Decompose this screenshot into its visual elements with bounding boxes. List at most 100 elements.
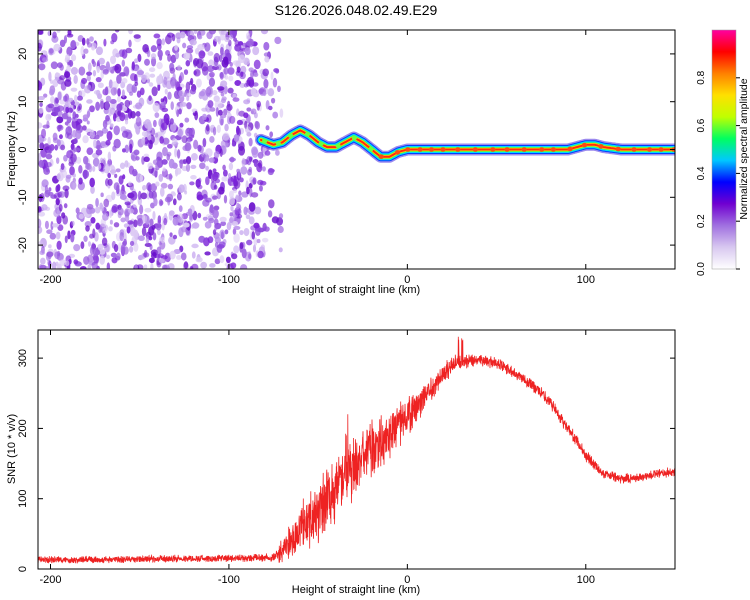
spectrogram-noise-speckle [120, 126, 127, 133]
spectrogram-noise-speckle [212, 209, 219, 219]
spectrogram-noise-speckle [38, 218, 42, 229]
signal-knot [631, 147, 637, 152]
spectrogram-noise-speckle [150, 53, 157, 60]
spectrogram-noise-speckle [252, 244, 257, 253]
spectrogram-noise-speckle [111, 191, 116, 201]
spectrogram-noise-speckle [264, 150, 271, 156]
spectrogram-noise-speckle [220, 30, 228, 36]
colorbar: 0.0 0.2 0.4 0.6 0.8 Normalized spectral ampl… [696, 29, 750, 276]
spectrogram-noise-speckle [218, 186, 225, 195]
signal-knot [567, 146, 573, 152]
spectrogram-ytick-label: -10 [17, 189, 29, 205]
spectrogram-noise-speckle [95, 197, 99, 208]
spectrogram-noise-speckle [66, 46, 73, 57]
spectrogram-noise-speckle [205, 124, 210, 132]
spectrogram-noise-speckle [49, 88, 55, 96]
spectrogram-noise-speckle [209, 71, 215, 78]
spectrogram-noise-speckle [265, 125, 270, 131]
spectrogram-noise-speckle [161, 159, 168, 165]
spectrogram-noise-speckle [270, 97, 276, 104]
spectrogram-noise-speckle [184, 190, 188, 195]
spectrogram-noise-speckle [81, 77, 88, 85]
spectrogram-noise-speckle [243, 112, 249, 119]
spectrogram-noise-speckle [135, 116, 142, 127]
spectrogram-noise-speckle [86, 71, 93, 76]
spectrogram-noise-speckle [61, 212, 66, 219]
spectrogram-noise-speckle [137, 69, 145, 76]
spectrogram-noise-speckle [95, 101, 101, 111]
spectrogram-noise-speckle [158, 258, 165, 264]
signal-knot [378, 154, 384, 159]
spectrogram-noise-speckle [248, 166, 253, 173]
spectrogram-noise-speckle [66, 33, 74, 38]
spectrogram-noise-speckle [105, 95, 112, 103]
signal-knot [455, 147, 461, 152]
spectrogram-noise-speckle [212, 229, 217, 236]
spectrogram-noise-speckle [110, 252, 117, 258]
colorbar-tick-label: 0.6 [696, 118, 707, 132]
spectrogram-noise-speckle [268, 199, 275, 209]
spectrogram-noise-speckle [75, 130, 82, 140]
spectrogram-noise-speckle [100, 204, 105, 212]
spectrogram-noise-speckle [203, 193, 208, 199]
spectrogram-noise-speckle [51, 261, 57, 269]
spectrogram-noise-speckle [178, 184, 185, 193]
spectrogram-noise-speckle [149, 244, 153, 251]
spectrogram-y-label: Frequency (Hz) [6, 111, 18, 187]
spectrogram-noise-speckle [142, 252, 150, 258]
spectrogram-noise-speckle [191, 243, 199, 249]
spectrogram-ytick-label: 0 [17, 146, 29, 152]
spectrogram-noise-speckle [262, 68, 269, 77]
spectrogram-noise-speckle [143, 264, 148, 269]
spectrogram-noise-speckle [170, 191, 176, 196]
spectrogram-noise-speckle [179, 159, 183, 169]
spectrogram-noise-speckle [196, 194, 204, 201]
spectrogram-noise-speckle [223, 67, 229, 75]
spectrogram-noise-speckle [80, 45, 85, 56]
spectrogram-noise-speckle [219, 116, 224, 126]
spectrogram-noise-speckle [220, 46, 224, 56]
snr-y-label: SNR (10 * v/v) [6, 414, 18, 484]
spectrogram-noise-speckle [89, 233, 94, 239]
spectrogram-noise-speckle [189, 181, 195, 186]
spectrogram-noise-speckle [219, 34, 226, 41]
spectrogram-noise-speckle [63, 154, 68, 162]
spectrogram-noise-speckle [214, 236, 221, 244]
spectrogram-noise-speckle [217, 109, 223, 116]
spectrogram-noise-speckle [70, 153, 77, 163]
spectrogram-noise-speckle [170, 54, 177, 64]
spectrogram-noise-speckle [172, 234, 178, 240]
spectrogram-noise-speckle [80, 241, 85, 249]
spectrogram-noise-speckle [261, 237, 269, 243]
spectrogram-noise-speckle [105, 61, 111, 72]
spectrogram-noise-speckle [114, 63, 122, 74]
spectrogram-noise-speckle [166, 151, 172, 157]
spectrogram-noise-speckle [123, 238, 127, 247]
spectrogram-noise-speckle [148, 235, 153, 241]
snr-xtick-label: -100 [218, 574, 240, 586]
spectrogram-noise-speckle [229, 196, 235, 206]
spectrogram-noise-speckle [50, 96, 55, 104]
spectrogram-noise-speckle [71, 54, 77, 62]
spectrogram-noise-speckle [272, 77, 278, 88]
spectrogram-noise-speckle [49, 48, 54, 54]
spectrogram-noise-speckle [229, 61, 233, 67]
spectrogram-noise-speckle [246, 107, 252, 112]
spectrogram-noise-speckle [83, 256, 90, 265]
spectrogram-noise-speckle [115, 168, 121, 173]
spectrogram-noise-speckle [160, 182, 168, 189]
spectrogram-noise-speckle [87, 109, 91, 117]
spectrogram-noise-speckle [264, 226, 270, 232]
spectrogram-noise-speckle [38, 42, 42, 52]
spectrogram-noise-speckle [161, 38, 166, 46]
spectrogram-noise-speckle [246, 239, 253, 246]
spectrogram-noise-speckle [65, 260, 70, 267]
spectrogram-noise-speckle [152, 210, 156, 221]
spectrogram-noise-speckle [150, 45, 157, 53]
spectrogram-noise-speckle [246, 156, 252, 166]
spectrogram-noise-speckle [76, 95, 83, 101]
spectrogram-noise-speckle [162, 167, 166, 172]
spectrogram-noise-speckle [195, 178, 201, 188]
spectrogram-noise-speckle [186, 95, 190, 102]
spectrogram-noise-speckle [38, 211, 46, 217]
